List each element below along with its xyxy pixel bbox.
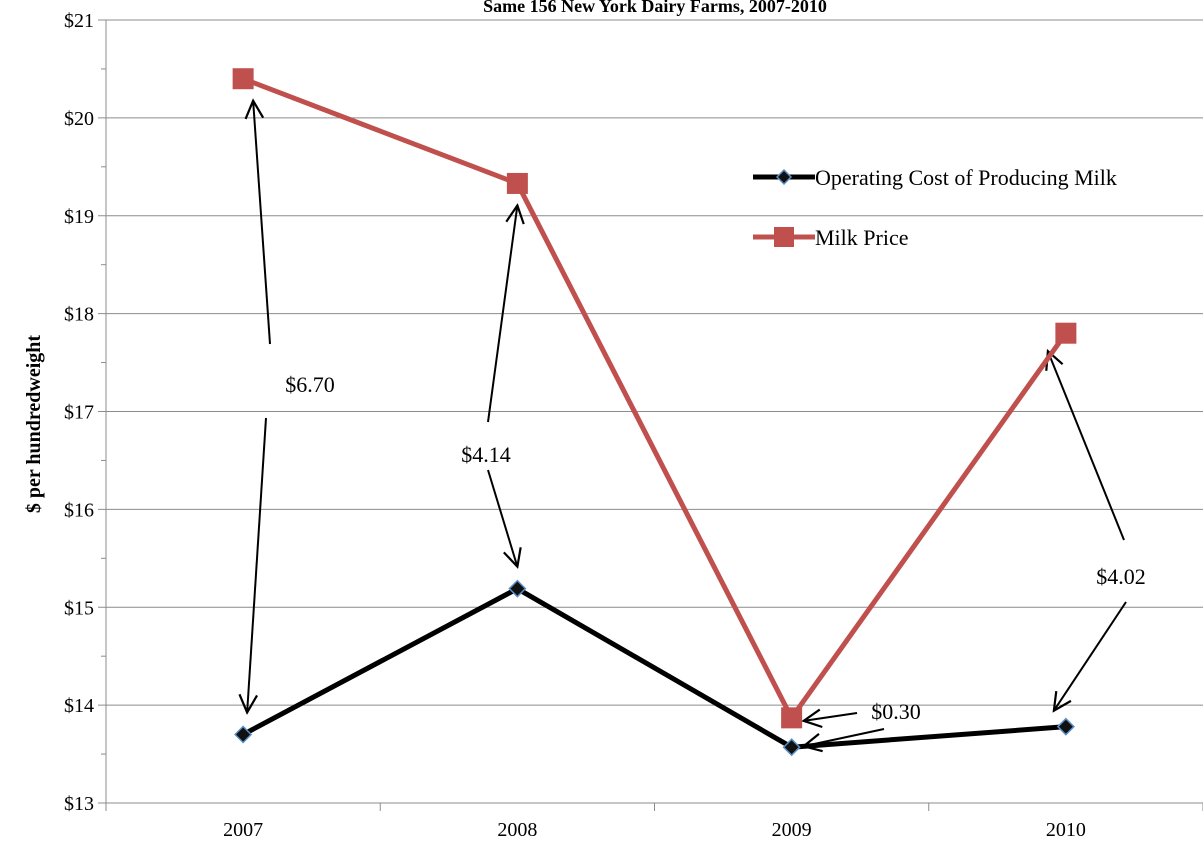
chart-title: Same 156 New York Dairy Farms, 2007-2010 <box>483 0 827 16</box>
y-tick-label: $14 <box>64 695 94 717</box>
series-line-milk-price <box>242 76 1068 721</box>
annotation-arrow <box>1054 601 1127 711</box>
y-tick-label: $15 <box>64 597 94 619</box>
legend: Operating Cost of Producing Milk Milk Pri… <box>753 165 1117 250</box>
annotation-label: $4.02 <box>1096 564 1146 589</box>
data-point-operating-cost <box>782 738 801 757</box>
data-point-operating-cost <box>508 579 527 598</box>
axes: $13 $14 $15 $16 $17 $18 $19 $20 $21 2007 2008 2009 2… <box>64 10 1203 841</box>
y-tick-label: $19 <box>64 206 94 228</box>
legend-label: Operating Cost of Producing Milk <box>815 165 1117 190</box>
y-tick-label: $13 <box>64 793 94 815</box>
annotation-label: $6.70 <box>285 372 335 397</box>
annotation-arrow <box>804 713 858 721</box>
series-line-operating-cost <box>241 586 1067 750</box>
y-tick-label: $20 <box>64 108 94 130</box>
x-tick-label: 2009 <box>772 819 812 841</box>
data-point-operating-cost <box>1056 717 1075 736</box>
annotation-arrow <box>247 417 267 712</box>
annotation-arrow <box>253 101 271 345</box>
data-point-operating-cost <box>234 725 253 744</box>
y-tick-label: $17 <box>64 402 94 424</box>
annotation-label: $4.14 <box>461 442 511 467</box>
annotation-arrow <box>487 205 517 423</box>
x-tick-label: 2010 <box>1046 819 1086 841</box>
annotations: $6.70 $4.14 $0.30 $4.02 <box>247 101 1146 746</box>
annotation-arrow <box>487 469 517 567</box>
x-tick-label: 2007 <box>223 819 263 841</box>
y-tick-label: $21 <box>64 10 94 32</box>
gridlines <box>106 19 1203 706</box>
x-tick-label: 2008 <box>497 819 537 841</box>
y-tick-label: $18 <box>64 304 94 326</box>
legend-label: Milk Price <box>815 225 909 250</box>
legend-marker <box>774 227 794 247</box>
data-point-milk-price <box>506 172 528 194</box>
data-point-milk-price <box>781 707 803 729</box>
y-tick-label: $16 <box>64 499 94 521</box>
legend-marker <box>775 168 793 186</box>
data-point-milk-price <box>1055 322 1077 344</box>
y-axis-label: $ per hundredweight <box>23 335 45 514</box>
annotation-arrow <box>1048 351 1125 541</box>
data-point-milk-price <box>232 68 254 90</box>
series <box>232 68 1077 757</box>
annotation-label: $0.30 <box>871 699 921 724</box>
